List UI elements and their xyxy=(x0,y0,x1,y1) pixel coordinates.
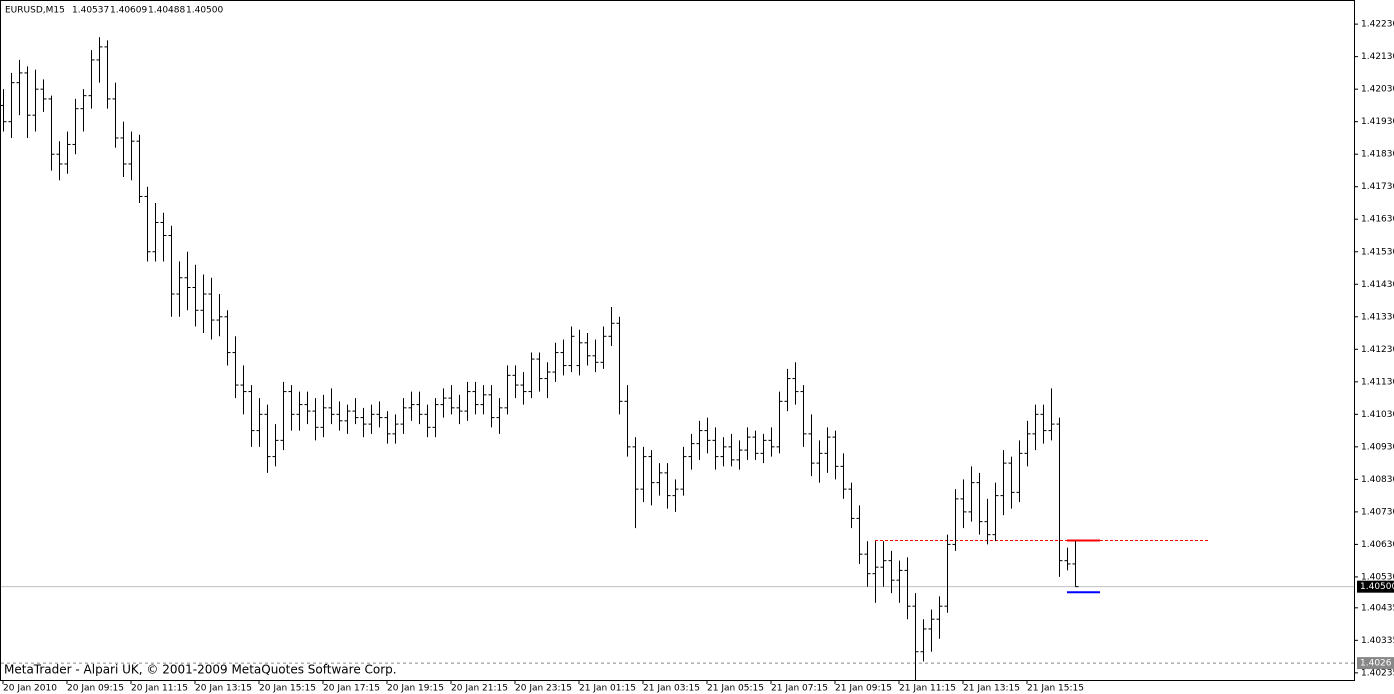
y-tick-label: 1.40630 xyxy=(1361,540,1394,550)
y-tick-label: 1.40530 xyxy=(1361,572,1394,582)
x-tick-label: 20 Jan 23:15 xyxy=(515,684,572,694)
current-price-box xyxy=(1357,580,1394,593)
header-value: 1.40488 xyxy=(148,6,185,16)
y-tick-label: 1.41130 xyxy=(1361,377,1394,387)
x-tick-label: 21 Jan 07:15 xyxy=(771,684,828,694)
y-tick-label: 1.42230 xyxy=(1361,20,1394,30)
current-price-label: 1.40500 xyxy=(1360,582,1394,592)
y-tick-label: 1.41330 xyxy=(1361,312,1394,322)
y-tick-label: 1.41030 xyxy=(1361,410,1394,420)
y-tick-label: 1.40235 xyxy=(1361,668,1394,678)
x-tick-label: 21 Jan 13:15 xyxy=(963,684,1020,694)
x-tick-label: 20 Jan 2010 xyxy=(3,684,57,694)
y-tick-label: 1.41730 xyxy=(1361,182,1394,192)
y-tick-label: 1.40830 xyxy=(1361,475,1394,485)
y-tick-label: 1.41530 xyxy=(1361,247,1394,257)
y-tick-label: 1.40730 xyxy=(1361,507,1394,517)
y-tick-label: 1.41230 xyxy=(1361,345,1394,355)
y-tick-label: 1.42130 xyxy=(1361,52,1394,62)
plot-frame xyxy=(0,0,1355,681)
x-tick-label: 21 Jan 03:15 xyxy=(643,684,700,694)
chart-title: EURUSD,M15 xyxy=(5,6,65,16)
header-value: 1.40537 xyxy=(72,6,109,16)
x-tick-label: 20 Jan 21:15 xyxy=(451,684,508,694)
y-tick-label: 1.41630 xyxy=(1361,215,1394,225)
x-tick-label: 20 Jan 17:15 xyxy=(323,684,380,694)
bottom-level-box xyxy=(1357,657,1394,670)
y-tick-label: 1.41930 xyxy=(1361,117,1394,127)
x-tick-label: 21 Jan 01:15 xyxy=(579,684,636,694)
x-tick-label: 21 Jan 05:15 xyxy=(707,684,764,694)
x-tick-label: 20 Jan 15:15 xyxy=(259,684,316,694)
watermark: MetaTrader - Alpari UK, © 2001-2009 Meta… xyxy=(4,663,397,677)
x-tick-label: 21 Jan 11:15 xyxy=(899,684,956,694)
x-tick-label: 20 Jan 19:15 xyxy=(387,684,444,694)
x-tick-label: 20 Jan 09:15 xyxy=(67,684,124,694)
y-tick-label: 1.40435 xyxy=(1361,603,1394,613)
x-tick-label: 20 Jan 11:15 xyxy=(131,684,188,694)
y-tick-label: 1.40335 xyxy=(1361,636,1394,646)
y-tick-label: 1.40930 xyxy=(1361,442,1394,452)
y-tick-label: 1.41430 xyxy=(1361,280,1394,290)
x-tick-label: 20 Jan 13:15 xyxy=(195,684,252,694)
header-value: 1.40609 xyxy=(110,6,147,16)
y-tick-label: 1.42030 xyxy=(1361,85,1394,95)
header-value: 1.40500 xyxy=(186,6,223,16)
bottom-level-label: 1.4026 xyxy=(1360,659,1392,669)
y-tick-label: 1.41830 xyxy=(1361,150,1394,160)
x-tick-label: 21 Jan 09:15 xyxy=(835,684,892,694)
x-tick-label: 21 Jan 15:15 xyxy=(1027,684,1084,694)
